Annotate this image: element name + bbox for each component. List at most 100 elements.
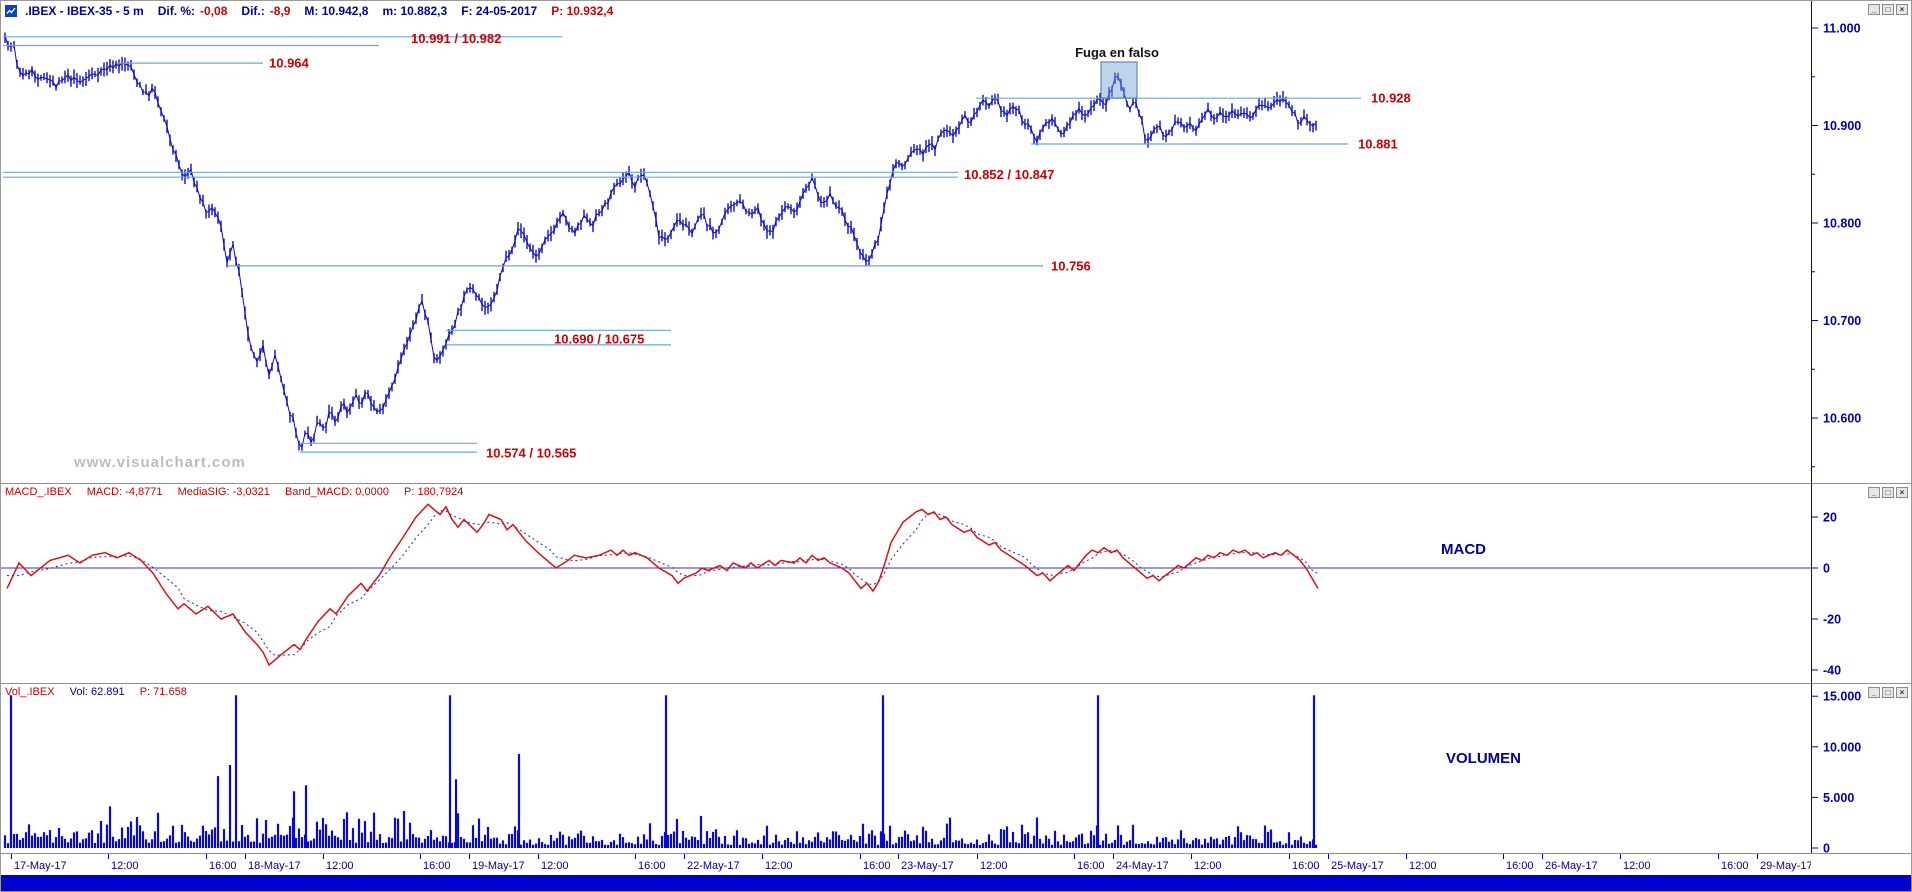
window-controls-main: _ □ × (1868, 4, 1908, 15)
volume-bars (3, 695, 1318, 848)
horizontal-scrollbar[interactable] (1, 875, 1911, 891)
false-breakout-box[interactable] (1100, 61, 1138, 99)
x-axis-tick (469, 854, 470, 859)
y-axis-label: 0 (1823, 842, 1830, 856)
x-axis-label: 12:00 (541, 860, 569, 872)
x-axis-label: 25-May-17 (1331, 860, 1384, 872)
price-level-label: 10.574 / 10.565 (486, 446, 576, 461)
minimize-button[interactable]: _ (1868, 487, 1880, 498)
macd-panel-label: MACD (1441, 541, 1486, 558)
x-axis-label: 12:00 (1623, 860, 1651, 872)
macd-indicator-name: MACD_.IBEX (5, 486, 72, 498)
x-axis-tick (1191, 854, 1192, 859)
x-axis-label: 12:00 (326, 860, 354, 872)
x-axis-tick (323, 854, 324, 859)
macd-value: MACD: -4,8771 (86, 486, 163, 498)
maximize-button[interactable]: □ (1882, 687, 1894, 698)
x-axis-label: 16:00 (423, 860, 451, 872)
close-button[interactable]: × (1896, 687, 1908, 698)
close-button[interactable]: × (1896, 487, 1908, 498)
price-level-label: 10.964 (269, 56, 310, 71)
x-axis-tick (1289, 854, 1290, 859)
price-level-label: 10.852 / 10.847 (964, 167, 1054, 182)
x-axis-label: 12:00 (765, 860, 793, 872)
x-axis-tick (1542, 854, 1543, 859)
x-axis-tick (1503, 854, 1504, 859)
x-axis-tick (1074, 854, 1075, 859)
volume-indicator-name: Vol_.IBEX (5, 686, 55, 698)
x-axis-label: 16:00 (1721, 860, 1749, 872)
chart-icon (5, 5, 17, 17)
x-axis-tick (684, 854, 685, 859)
false-breakout-label: Fuga en falso (1075, 45, 1159, 60)
x-axis-tick (762, 854, 763, 859)
x-axis-label: 16:00 (1077, 860, 1105, 872)
macd-band-value: Band_MACD: 0,0000 (284, 486, 389, 498)
x-axis-label: 24-May-17 (1116, 860, 1169, 872)
x-axis-tick (1406, 854, 1407, 859)
chart-title-bar: .IBEX - IBEX-35 - 5 m Dif. %: -0,08 Dif.… (1, 1, 1801, 21)
macd-line (6, 503, 1319, 667)
dif-pct-value: -0,08 (200, 4, 228, 18)
x-axis-tick (108, 854, 109, 859)
session-min: m: 10.882,3 (382, 4, 448, 18)
y-axis-label: -20 (1823, 613, 1841, 627)
y-axis-label: 10.700 (1823, 314, 1861, 328)
x-axis-tick (635, 854, 636, 859)
maximize-button[interactable]: □ (1882, 487, 1894, 498)
x-axis-tick (1620, 854, 1621, 859)
x-axis-label: 12:00 (1409, 860, 1437, 872)
macd-signal-value: MediaSIG: -3,0321 (177, 486, 270, 498)
watermark: www.visualchart.com (73, 454, 246, 471)
y-axis-label: 11.000 (1823, 22, 1861, 36)
x-axis-label: 12:00 (980, 860, 1008, 872)
x-axis-tick (1718, 854, 1719, 859)
x-axis-label: 16:00 (209, 860, 237, 872)
x-axis-label: 16:00 (1292, 860, 1320, 872)
dif-label: Dif.: (241, 4, 265, 18)
x-axis-label: 18-May-17 (248, 860, 301, 872)
y-axis-label: 20 (1823, 511, 1837, 525)
y-axis-label: -40 (1823, 664, 1841, 678)
symbol-title: .IBEX - IBEX-35 - 5 m (25, 4, 144, 18)
macd-signal-line (7, 509, 1319, 656)
window-controls-volume: _ □ × (1868, 687, 1908, 698)
price-level-label: 10.756 (1051, 258, 1091, 273)
minimize-button[interactable]: _ (1868, 4, 1880, 15)
y-axis-label: 10.800 (1823, 217, 1861, 231)
price-level-label: 10.991 / 10.982 (411, 31, 501, 46)
session-max: M: 10.942,8 (304, 4, 369, 18)
x-axis-tick (1328, 854, 1329, 859)
minimize-button[interactable]: _ (1868, 687, 1880, 698)
close-button[interactable]: × (1896, 4, 1908, 15)
y-axis-label: 10.000 (1823, 740, 1861, 754)
dif-value: -8,9 (269, 4, 291, 18)
last-price: P: 10.932,4 (551, 4, 614, 18)
x-axis-label: 22-May-17 (687, 860, 740, 872)
price-line (4, 35, 1317, 449)
macd-header: MACD_.IBEX MACD: -4,8771 MediaSIG: -3,03… (5, 486, 475, 498)
x-axis-tick (1757, 854, 1758, 859)
x-axis-tick (977, 854, 978, 859)
price-level-label: 10.881 (1358, 137, 1398, 152)
price-level-label: 10.690 / 10.675 (554, 332, 644, 347)
x-axis-label: 16:00 (1506, 860, 1534, 872)
x-axis-tick (898, 854, 899, 859)
volume-panel-label: VOLUMEN (1446, 750, 1521, 767)
x-axis-label: 26-May-17 (1545, 860, 1598, 872)
x-axis-label: 19-May-17 (472, 860, 525, 872)
y-axis-label: 10.900 (1823, 119, 1861, 133)
window-controls-macd: _ □ × (1868, 487, 1908, 498)
maximize-button[interactable]: □ (1882, 4, 1894, 15)
x-axis-label: 16:00 (863, 860, 891, 872)
y-axis-label: 5.000 (1823, 791, 1854, 805)
x-axis-label: 12:00 (111, 860, 139, 872)
x-axis-tick (538, 854, 539, 859)
x-axis-tick (11, 854, 12, 859)
macd-p-value: P: 180,7924 (404, 486, 464, 498)
dif-pct-label: Dif. %: (157, 4, 196, 18)
session-date: F: 24-05-2017 (461, 4, 538, 18)
x-axis-label: 16:00 (638, 860, 666, 872)
